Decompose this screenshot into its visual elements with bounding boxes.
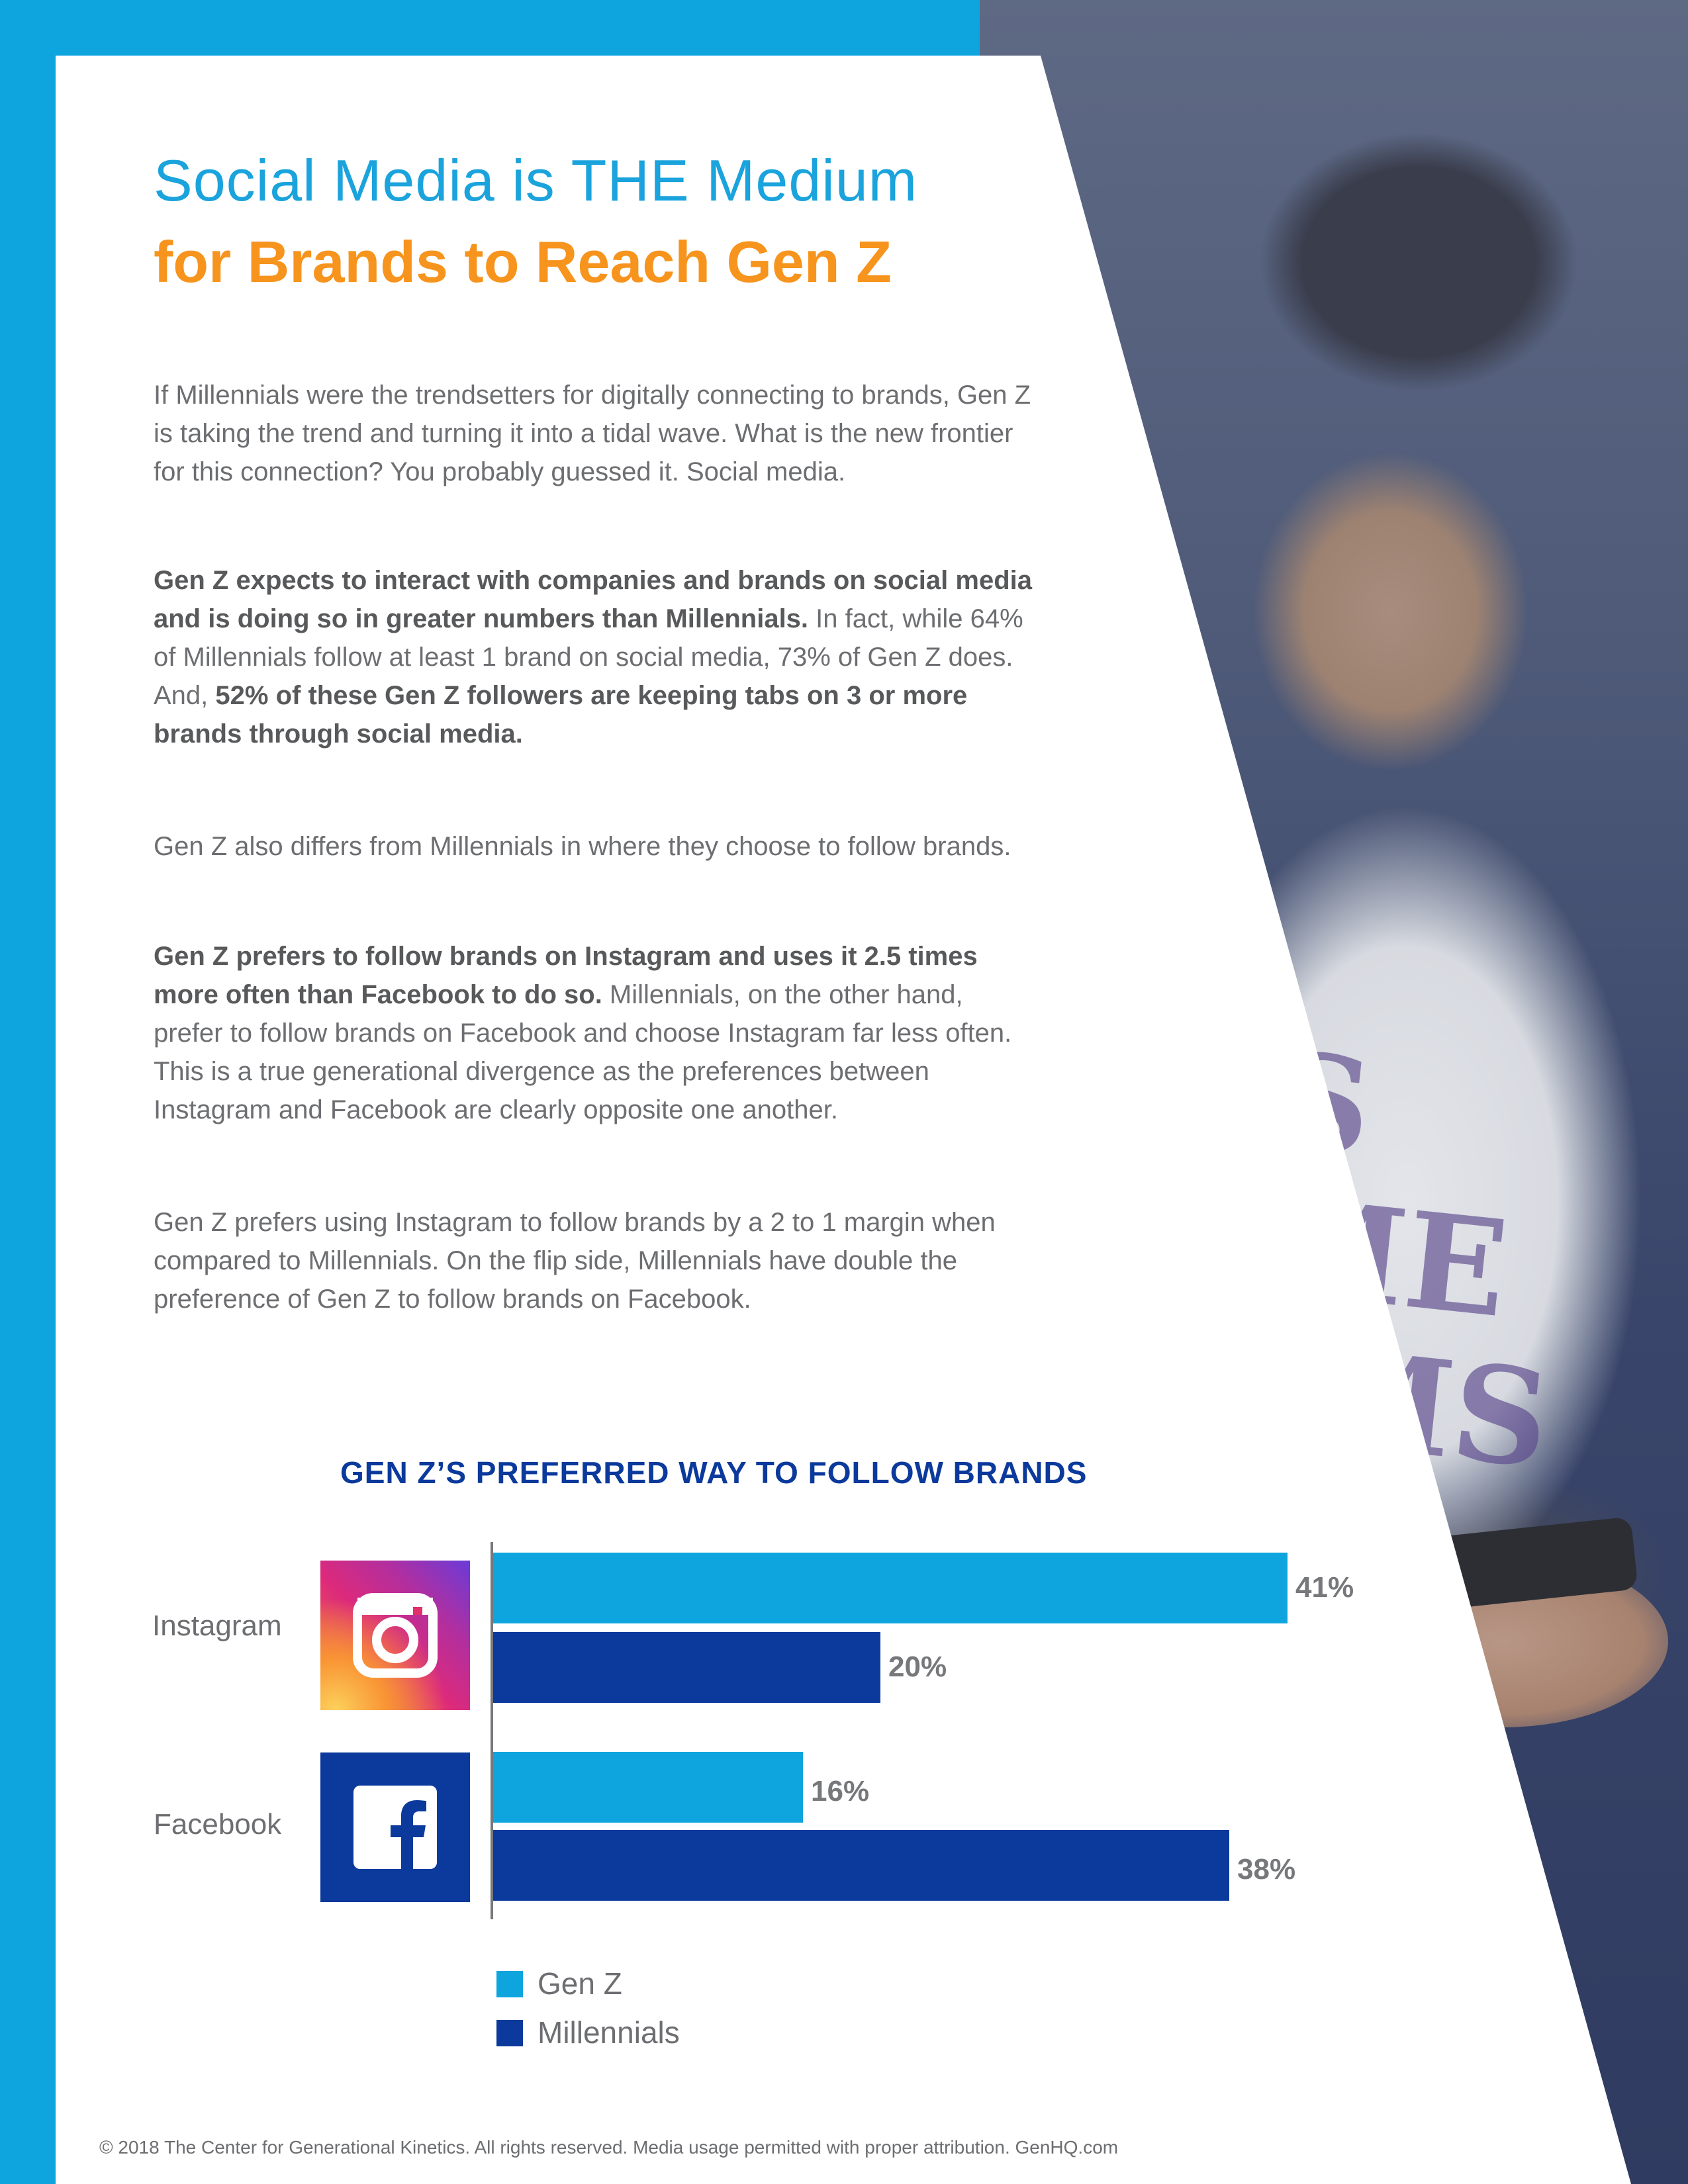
legend-label-gen-z: Gen Z [538, 1966, 622, 2001]
paragraph-2-text: In fact, while 64% of Millennials follow… [154, 604, 1023, 710]
paragraph-5: Gen Z prefers using Instagram to follow … [154, 1208, 996, 1314]
legend-label-millennials: Millennials [538, 2015, 680, 2050]
data-label-instagram-gen-z: 41% [1295, 1571, 1354, 1604]
bar-instagram-gen-z [493, 1553, 1288, 1623]
headline-line-1: Social Media is THE Medium [154, 148, 918, 213]
facebook-icon [320, 1752, 470, 1902]
category-label-facebook: Facebook [154, 1808, 282, 1841]
paragraph-4-bold: Gen Z prefers to follow brands on Instag… [154, 942, 978, 1009]
page-number: 20 [1577, 2130, 1607, 2159]
category-label-instagram: Instagram [152, 1610, 282, 1642]
legend-swatch-gen-z [496, 1971, 523, 1997]
bar-facebook-millennials [493, 1830, 1229, 1901]
chart-axis-line [491, 1542, 493, 1919]
headline-line-2: for Brands to Reach Gen Z [154, 229, 892, 295]
data-label-instagram-millennials: 20% [888, 1651, 947, 1683]
paragraph-3: Gen Z also differs from Millennials in w… [154, 832, 1011, 861]
data-label-facebook-millennials: 38% [1237, 1853, 1296, 1886]
paragraph-4: Gen Z prefers to follow brands on Instag… [154, 937, 1034, 1129]
legend-swatch-millennials [496, 2020, 523, 2046]
paragraph-1: If Millennials were the trendsetters for… [154, 381, 1031, 486]
bar-facebook-gen-z [493, 1752, 803, 1823]
data-label-facebook-gen-z: 16% [811, 1775, 870, 1807]
footer-copyright: © 2018 The Center for Generational Kinet… [99, 2137, 1119, 2158]
paragraph-2-bold-1: Gen Z expects to interact with companies… [154, 566, 1032, 633]
paragraph-2: Gen Z expects to interact with companies… [154, 561, 1034, 753]
paragraph-2-bold-2: 52% of these Gen Z followers are keeping… [154, 681, 968, 749]
instagram-icon [320, 1561, 470, 1710]
bar-instagram-millennials [493, 1632, 880, 1703]
paragraph-4-text: Millennials, on the other hand, prefer t… [154, 980, 1012, 1124]
chart-title: GEN Z’S PREFERRED WAY TO FOLLOW BRANDS [340, 1455, 1088, 1490]
